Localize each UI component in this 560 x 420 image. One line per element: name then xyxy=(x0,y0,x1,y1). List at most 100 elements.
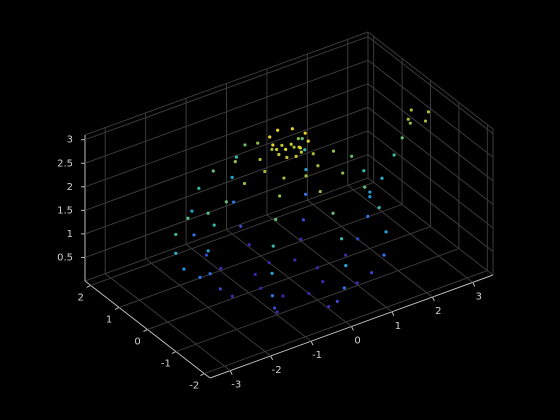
x-tick-label: 1 xyxy=(395,321,401,332)
x-tick-label: 0 xyxy=(354,336,360,347)
point xyxy=(355,281,359,285)
point xyxy=(192,233,196,237)
point xyxy=(270,271,274,275)
z-tick-label: 0.5 xyxy=(57,252,73,263)
point xyxy=(234,155,239,159)
point xyxy=(406,117,410,121)
point xyxy=(289,142,293,146)
grid-line xyxy=(90,36,375,286)
point xyxy=(232,200,236,204)
point xyxy=(426,110,431,114)
grid-line xyxy=(147,80,431,330)
point xyxy=(230,294,234,298)
grid-line xyxy=(84,106,494,211)
grid-line xyxy=(175,102,460,353)
grid-line xyxy=(266,68,393,313)
point xyxy=(350,154,354,158)
point xyxy=(270,294,275,298)
point xyxy=(316,164,320,168)
grid-line xyxy=(145,112,271,357)
point xyxy=(342,286,346,290)
x-tick-label: 2 xyxy=(435,306,441,317)
point xyxy=(186,216,190,220)
point xyxy=(304,168,308,172)
y-tick xyxy=(114,307,120,310)
point xyxy=(341,171,345,175)
point xyxy=(280,143,284,147)
point xyxy=(366,214,370,218)
point xyxy=(268,135,272,139)
point xyxy=(400,136,404,140)
x-tick-label: -2 xyxy=(272,365,282,376)
point xyxy=(292,145,296,149)
point xyxy=(276,128,280,132)
point xyxy=(293,258,297,262)
x-tick-label: -1 xyxy=(312,350,322,361)
point xyxy=(253,272,257,277)
y-tick xyxy=(200,373,205,377)
point xyxy=(256,141,260,145)
point xyxy=(174,251,178,255)
point xyxy=(282,176,286,180)
x-tick xyxy=(431,296,435,302)
point xyxy=(423,119,428,123)
grid-line xyxy=(84,130,494,235)
z-tick-label: 1 xyxy=(67,229,73,240)
grid-line xyxy=(104,127,231,372)
point xyxy=(277,152,281,157)
point xyxy=(296,137,300,141)
point xyxy=(198,275,202,280)
x-tick xyxy=(270,355,274,361)
point xyxy=(299,237,303,241)
point xyxy=(271,143,275,147)
grid-line xyxy=(84,83,494,188)
point xyxy=(271,244,275,248)
y-tick xyxy=(171,351,177,354)
point xyxy=(211,169,215,173)
point xyxy=(380,176,384,180)
point xyxy=(368,195,372,199)
z-tick-label: 2 xyxy=(67,182,73,193)
grid-line xyxy=(118,58,403,308)
point xyxy=(270,147,274,151)
point xyxy=(290,127,294,131)
point xyxy=(321,279,325,284)
point xyxy=(331,149,336,153)
point xyxy=(206,211,210,215)
point xyxy=(363,185,367,189)
point xyxy=(311,152,315,156)
point xyxy=(303,131,307,135)
point xyxy=(258,157,262,162)
point xyxy=(304,174,308,178)
x-tick xyxy=(391,311,395,317)
point xyxy=(306,139,310,143)
x-tick xyxy=(351,326,354,331)
point xyxy=(285,155,289,160)
point xyxy=(274,217,278,222)
y-tick-label: 1 xyxy=(106,314,112,325)
y-tick-label: 0 xyxy=(134,337,140,348)
x-tick-label: -3 xyxy=(231,380,241,391)
point xyxy=(368,190,372,194)
point xyxy=(284,147,288,151)
grid-line xyxy=(84,59,494,164)
point xyxy=(212,223,216,227)
point xyxy=(356,237,360,241)
y-tick-label: -2 xyxy=(189,381,199,392)
point xyxy=(259,286,263,290)
x-tick xyxy=(310,340,314,346)
point xyxy=(344,253,348,257)
point xyxy=(331,211,335,215)
point xyxy=(267,260,271,265)
point xyxy=(294,154,298,158)
point xyxy=(272,306,277,310)
point xyxy=(182,267,186,271)
point xyxy=(208,272,212,276)
point xyxy=(197,186,201,190)
point xyxy=(300,137,304,141)
z-tick-label: 1.5 xyxy=(57,205,73,216)
point xyxy=(303,148,307,152)
point xyxy=(204,253,208,257)
point xyxy=(218,287,222,291)
y-tick xyxy=(143,329,148,332)
